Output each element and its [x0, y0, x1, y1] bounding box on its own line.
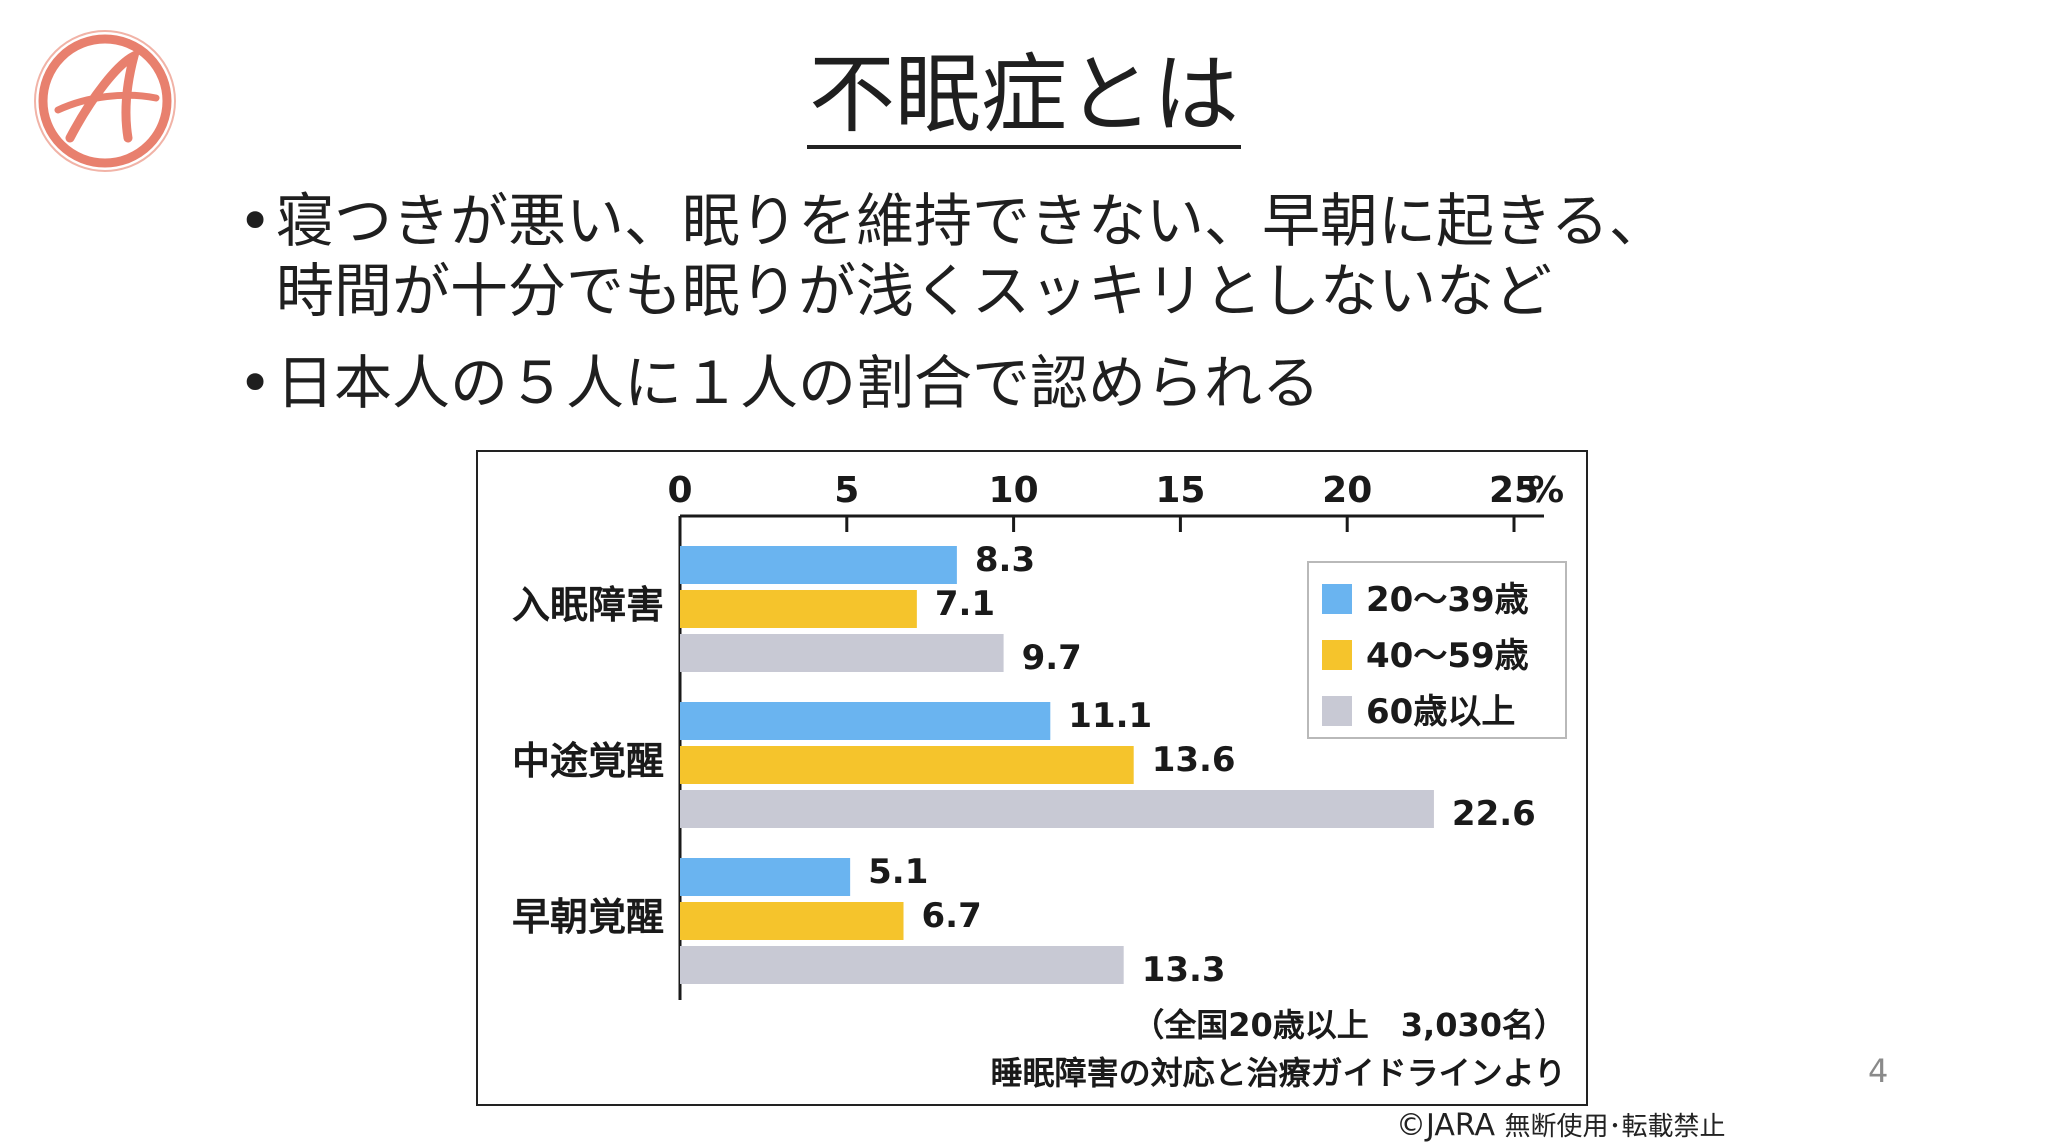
- chart-note-source: 睡眠障害の対応と治療ガイドラインより: [991, 1054, 1566, 1092]
- legend-label: 20～39歳: [1366, 580, 1529, 620]
- bullet-dot-icon: •: [238, 349, 273, 417]
- bullet-item: • 日本人の５人に１人の割合で認められる: [236, 348, 1796, 418]
- bullet-text: 寝つきが悪い、眠りを維持できない、早朝に起きる、 時間が十分でも眠りが浅くスッキリ…: [276, 187, 1667, 325]
- x-tick-label: 15: [1155, 470, 1205, 511]
- bar-value-label: 13.6: [1152, 740, 1236, 780]
- copyright-note: 無断使用･転載禁止: [1504, 1112, 1726, 1142]
- slide-title-text: 不眠症とは: [807, 45, 1241, 149]
- bar: [680, 790, 1434, 828]
- bar: [680, 746, 1134, 784]
- legend-swatch: [1322, 640, 1352, 670]
- bar: [680, 702, 1051, 740]
- organization-logo: [30, 26, 180, 176]
- category-label: 中途覚醒: [512, 739, 664, 783]
- bar-value-label: 11.1: [1068, 696, 1152, 736]
- x-tick-label: 10: [989, 470, 1039, 511]
- bar-value-label: 13.3: [1142, 950, 1226, 990]
- bar: [680, 946, 1124, 984]
- category-label: 早朝覚醒: [512, 895, 664, 939]
- copyright-notice: ©JARA 無断使用･転載禁止: [1396, 1106, 1726, 1143]
- x-unit-label: %: [1528, 470, 1564, 511]
- x-tick-label: 0: [667, 470, 692, 511]
- legend-swatch: [1322, 696, 1352, 726]
- x-tick-label: 20: [1322, 470, 1372, 511]
- category-label: 入眠障害: [512, 583, 664, 627]
- insomnia-chart: 0 5 10 15 20 25% 入眠障害 8.3 7.1 9.7 中途覚醒 11.1 13.6 22.6…: [476, 450, 1588, 1106]
- bar-value-label: 22.6: [1452, 794, 1536, 834]
- bar-value-label: 9.7: [1022, 638, 1082, 678]
- page-number: 4: [1868, 1052, 1889, 1090]
- chart-note-sample: （全国20歳以上 3,030名）: [1132, 1006, 1566, 1044]
- bar: [680, 634, 1004, 672]
- bar-chart-svg: 0 5 10 15 20 25% 入眠障害 8.37.1 9.7 中途覚醒 11.113.6 22.6…: [512, 470, 1567, 1092]
- bullet-dot-icon: •: [238, 187, 273, 255]
- bar: [680, 858, 851, 896]
- circle-a-logo-icon: [34, 30, 176, 172]
- bar: [680, 590, 917, 628]
- bar-value-label: 5.1: [868, 852, 928, 892]
- x-tick-label: 25: [1489, 470, 1539, 511]
- bar-value-label: 8.3: [975, 540, 1035, 580]
- legend-swatch: [1322, 584, 1352, 614]
- bar: [680, 902, 904, 940]
- bullet-list: • 寝つきが悪い、眠りを維持できない、早朝に起きる、 時間が十分でも眠りが浅くスッ…: [236, 186, 1796, 440]
- bullet-text: 日本人の５人に１人の割合で認められる: [276, 349, 1321, 417]
- legend-label: 60歳以上: [1366, 692, 1515, 732]
- bar-value-label: 7.1: [935, 584, 995, 624]
- slide-title: 不眠症とは: [0, 45, 2048, 149]
- bullet-item: • 寝つきが悪い、眠りを維持できない、早朝に起きる、 時間が十分でも眠りが浅くスッ…: [236, 186, 1796, 326]
- bar: [680, 546, 957, 584]
- copyright-main: ©JARA: [1396, 1108, 1495, 1143]
- legend-label: 40～59歳: [1366, 636, 1529, 676]
- bar-value-label: 6.7: [922, 896, 982, 936]
- x-tick-label: 5: [834, 470, 859, 511]
